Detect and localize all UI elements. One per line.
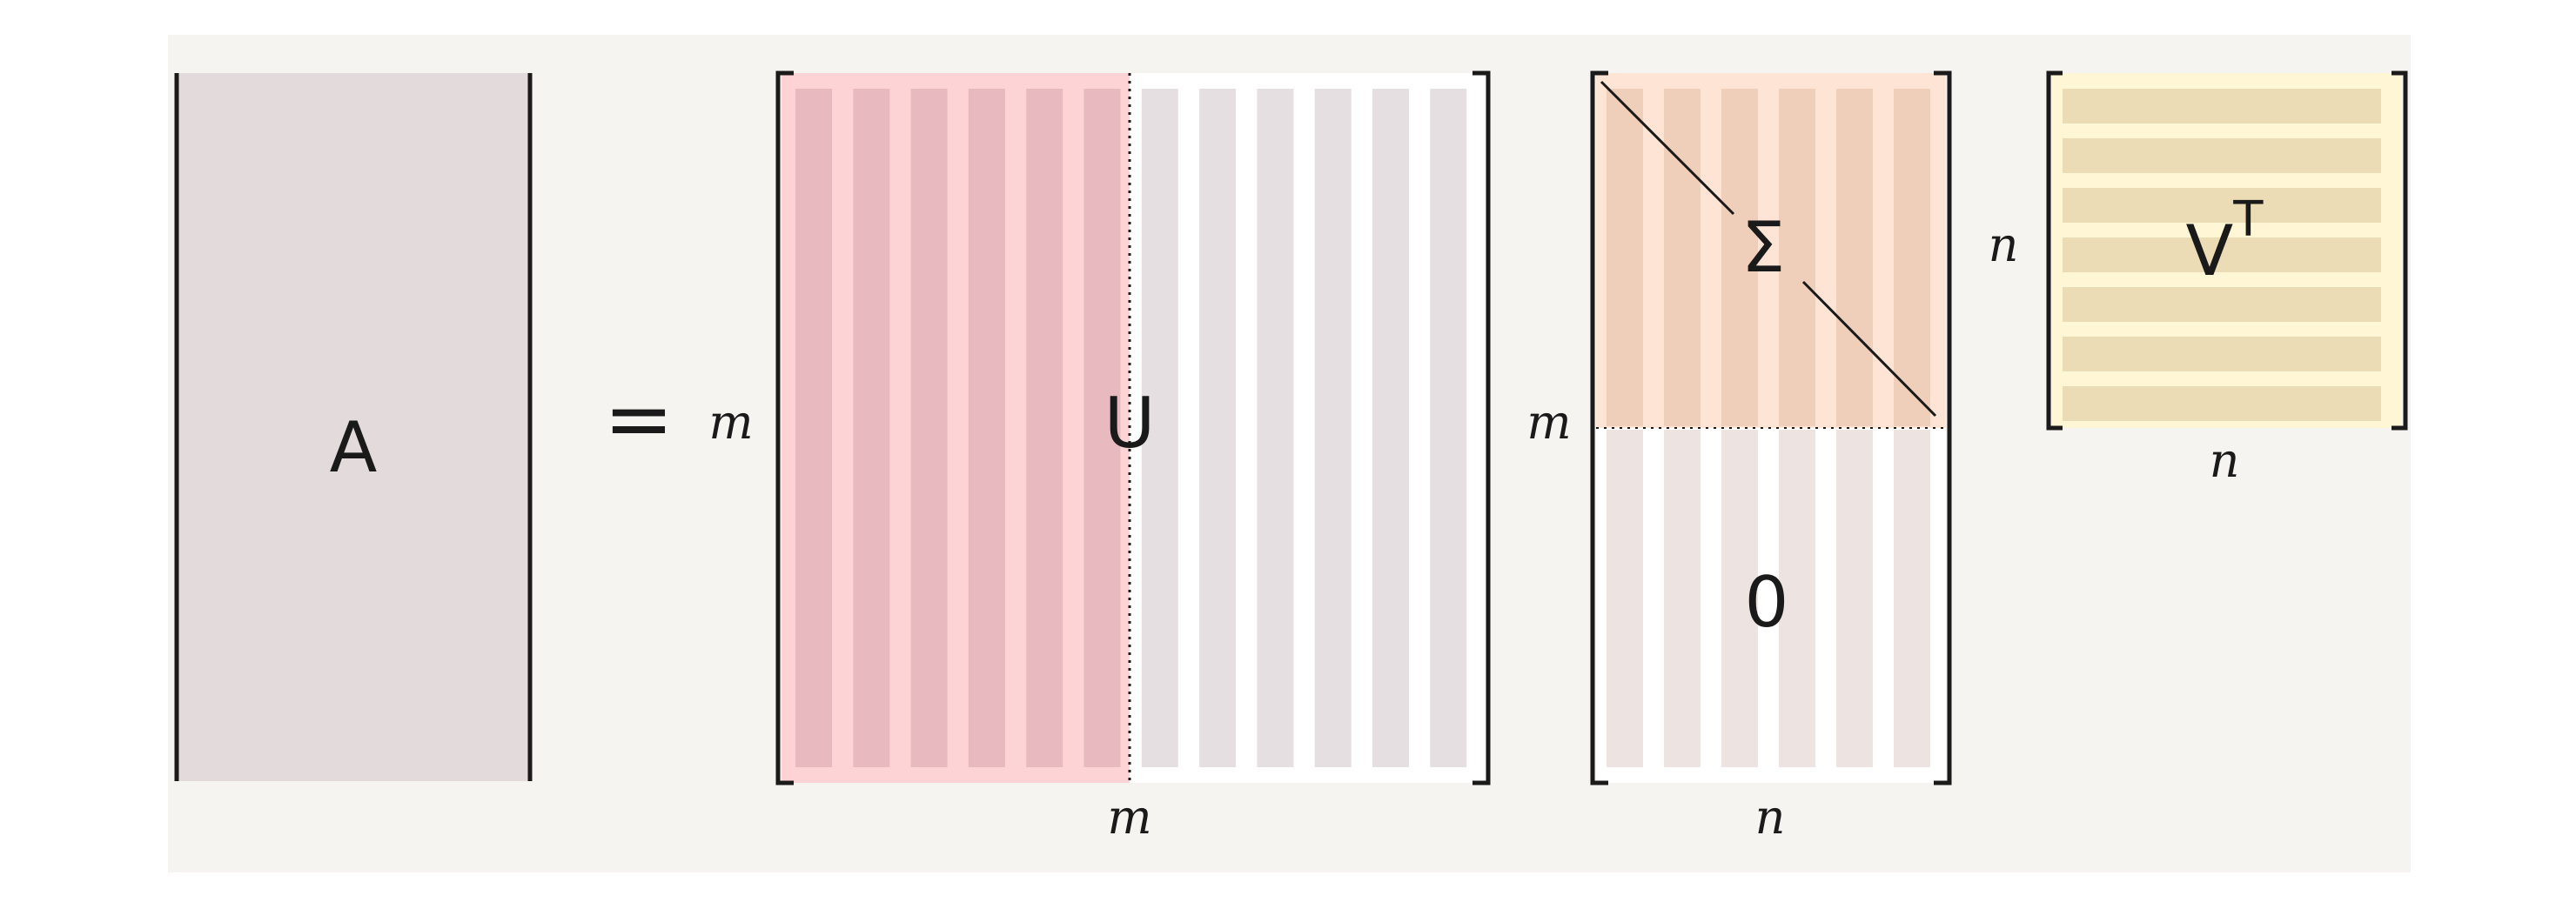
matrix-u-right-bracket [1472,70,1491,785]
matrix-sigma-column-top [1779,89,1815,426]
matrix-sigma-rows-label: m [1526,395,1571,450]
matrix-u-column [1430,89,1467,767]
matrix-sigma-label: Σ [1741,207,1786,288]
matrix-sigma-zero-region [1596,428,1946,783]
matrix-sigma-zero-label: 0 [1745,562,1789,643]
matrix-u-left-bracket [775,70,794,785]
matrix-u-column [1083,89,1121,767]
matrix-vt: VT n n [1989,70,2408,488]
matrix-vt-label: VT [2186,191,2264,291]
matrix-vt-rows [2063,89,2381,421]
matrix-u-column [853,89,890,767]
matrix-sigma-column-bottom [1721,430,1758,767]
matrix-vt-row [2063,237,2381,272]
matrix-u: U m m [708,70,1491,845]
matrix-u-right-region [1130,73,1486,783]
sigma-diagonal-lower [1801,280,1937,418]
matrix-a: A [174,73,533,781]
matrix-vt-superscript: T [2232,191,2264,248]
matrix-u-column [1199,89,1237,767]
matrix-u-rows-label: m [708,395,753,450]
matrix-u-column [910,89,948,767]
matrix-sigma-column-bottom [1607,430,1643,767]
matrix-a-fill [177,73,530,781]
matrix-vt-row [2063,188,2381,223]
matrix-u-column [1314,89,1352,767]
matrix-sigma-right-bracket [1934,70,1952,785]
matrix-sigma-left-bracket [1590,70,1608,785]
matrix-u-label: U [1104,383,1156,464]
matrix-sigma-cols-label: n [1755,790,1786,845]
matrix-u-column [968,89,1005,767]
matrix-u-column [1026,89,1063,767]
matrix-vt-row [2063,287,2381,322]
matrix-sigma-column-bottom [1664,430,1701,767]
equals-sign: = [604,370,674,467]
matrix-sigma-column-top [1664,89,1701,426]
matrix-sigma-column-bottom [1836,430,1873,767]
matrix-sigma-column-top [1607,89,1643,426]
matrix-vt-left-bracket [2046,70,2063,431]
matrix-vt-row [2063,386,2381,421]
matrix-u-cols-label: m [1107,790,1151,845]
matrix-sigma-column-bottom [1894,430,1930,767]
matrix-vt-letter: V [2186,211,2234,291]
matrix-vt-cols-label: n [2210,433,2240,488]
matrix-u-column [1141,89,1178,767]
sigma-diagonal-upper [1600,80,1735,216]
matrix-vt-row [2063,138,2381,173]
matrix-sigma-column-top [1894,89,1930,426]
matrix-u-columns [795,89,1467,767]
matrix-u-left-region [782,73,1130,783]
matrix-sigma-column-top [1721,89,1758,426]
matrix-vt-row [2063,337,2381,371]
matrix-u-column [1257,89,1294,767]
matrix-u-column [795,89,832,767]
matrix-u-column [1372,89,1409,767]
matrix-vt-row [2063,89,2381,124]
matrix-sigma-column-top [1836,89,1873,426]
matrix-vt-rows-label: n [1989,217,2019,272]
matrix-sigma-column-bottom [1779,430,1815,767]
matrix-sigma-columns [1607,89,1930,767]
matrix-vt-right-bracket [2392,70,2408,431]
matrix-sigma: Σ 0 m n [1526,70,1952,845]
matrix-a-label: A [330,407,378,488]
